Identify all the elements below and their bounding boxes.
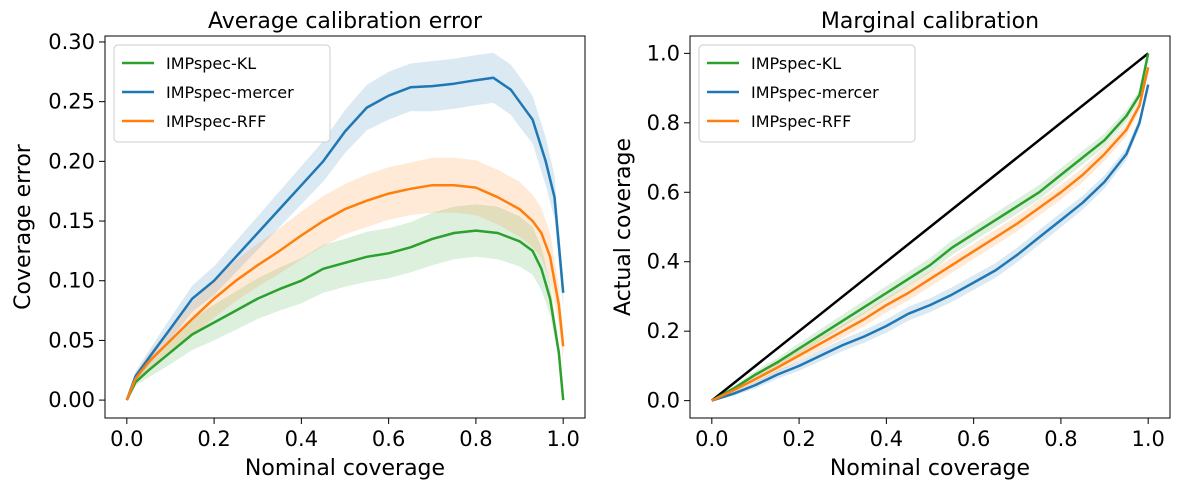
confidence-band-2 <box>126 157 564 401</box>
legend: IMPspec-KL IMPspec-mercer IMPspec-RFF <box>113 44 331 143</box>
marginal-calibration-chart: Marginal calibration Nominal coverage Ac… <box>611 9 1171 481</box>
y-tick-label: 0.15 <box>48 209 95 233</box>
confidence-band-0 <box>126 204 564 401</box>
x-tick-label: 0.0 <box>695 427 728 451</box>
reference-diagonal-line <box>711 52 1149 402</box>
x-tick-label: 1.0 <box>1131 427 1164 451</box>
chart-title: Marginal calibration <box>821 9 1039 34</box>
series-line-1 <box>711 84 1150 402</box>
x-tick-label: 0.6 <box>372 427 405 451</box>
y-tick-label: 0.30 <box>48 30 95 54</box>
y-axis-label: Coverage error <box>11 143 36 310</box>
y-tick-label: 0.2 <box>647 319 680 343</box>
y-tick-label: 0.05 <box>48 328 95 352</box>
x-tick-label: 0.6 <box>957 427 990 451</box>
y-tick-label: 0.0 <box>647 389 680 413</box>
legend-box <box>113 44 331 143</box>
legend-entry: IMPspec-mercer <box>751 83 879 102</box>
x-tick-label: 0.8 <box>1044 427 1077 451</box>
plot-area: 0.0 0.2 0.4 0.6 0.8 1.0 0.00 0.05 0.10 0.15 0.20 0.… <box>48 30 586 451</box>
x-tick-label: 1.0 <box>546 427 579 451</box>
calibration-error-chart: Average calibration error Nominal covera… <box>11 9 586 481</box>
x-tick-label: 0.8 <box>459 427 492 451</box>
axes-frame <box>104 35 586 419</box>
y-tick-label: 0.00 <box>48 388 95 412</box>
legend: IMPspec-KL IMPspec-mercer IMPspec-RFF <box>698 44 916 143</box>
legend-box <box>698 44 916 143</box>
x-tick-label: 0.0 <box>110 427 143 451</box>
y-tick-label: 1.0 <box>647 41 680 65</box>
y-tick-label: 0.6 <box>647 180 680 204</box>
y-tick-label: 0.10 <box>48 269 95 293</box>
legend-entry: IMPspec-KL <box>166 54 256 73</box>
legend-entry: IMPspec-KL <box>751 54 841 73</box>
y-tick-label: 0.25 <box>48 90 95 114</box>
series-line-2 <box>125 183 565 401</box>
x-tick-label: 0.4 <box>285 427 318 451</box>
axes-frame <box>689 35 1171 419</box>
confidence-band-1 <box>126 52 564 401</box>
y-tick-label: 0.4 <box>647 250 680 274</box>
y-axis-label: Actual coverage <box>611 138 636 316</box>
y-tick-label: 0.20 <box>48 149 95 173</box>
legend-entry: IMPspec-RFF <box>751 112 851 131</box>
x-tick-label: 0.2 <box>197 427 230 451</box>
series-line-0 <box>125 229 565 401</box>
x-tick-label: 0.4 <box>870 427 903 451</box>
legend-entry: IMPspec-mercer <box>166 83 294 102</box>
series-line-1 <box>125 76 565 401</box>
chart-title: Average calibration error <box>208 9 483 34</box>
series-line-2 <box>711 67 1150 402</box>
plot-area: 0.0 0.2 0.4 0.6 0.8 1.0 0.0 0.2 0.4 0.6 0.8 1.0 IMPs… <box>647 35 1171 451</box>
legend-entry: IMPspec-RFF <box>166 112 266 131</box>
x-axis-label: Nominal coverage <box>245 456 445 481</box>
x-tick-label: 0.2 <box>782 427 815 451</box>
y-tick-label: 0.8 <box>647 111 680 135</box>
x-axis-label: Nominal coverage <box>830 456 1030 481</box>
series-line-0 <box>711 53 1150 402</box>
